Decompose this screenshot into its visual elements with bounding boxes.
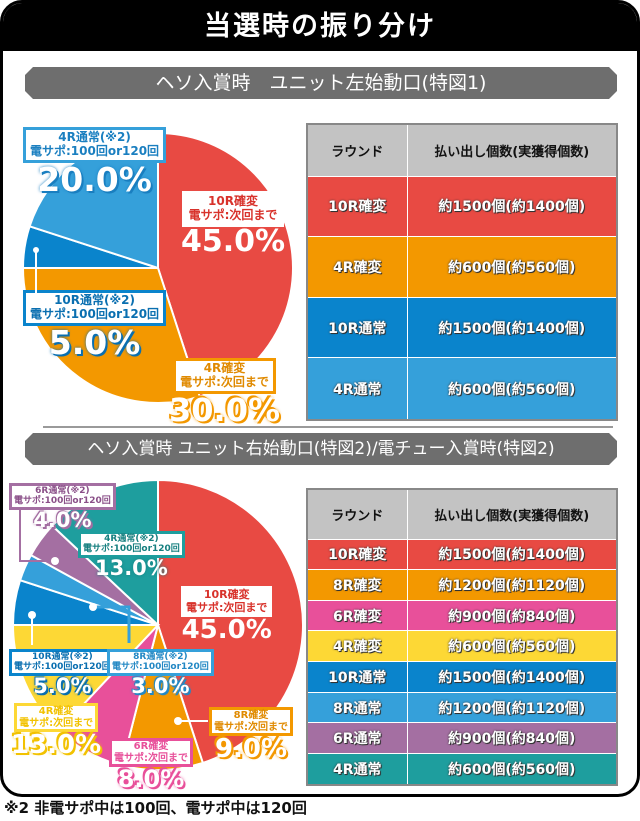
pie2-label-6r-kakuhen: 6R確変 電サポ:次回まで 8.0% [109,738,193,791]
table-row: 4R通常 約600個(約560個) [306,753,618,786]
table-row: 10R通常 約1500個(約1400個) [306,296,618,359]
pie2-label-4r-kakuhen: 4R確変 電サポ:次回まで 13.0% [11,703,101,758]
page-title: 当選時の振り分け [3,3,637,51]
column-header-payout: 払い出し個数(実獲得個数) [406,488,618,540]
section-divider [43,426,613,428]
pie2-label-10r-kakuhen: 10R確変 電サポ:次回まで 45.0% [181,586,273,646]
pie2-leader-lines [19,500,208,725]
table-row: 8R通常 約1200個(約1120個) [306,691,618,724]
section-heading-tokuzu2: ヘソ入賞時 ユニット右始動口(特図2)/電チュー入賞時(特図2) [25,433,617,465]
pie2-label-8r-kakuhen: 8R確変 電サポ:次回まで 9.0% [209,707,293,762]
table-row: 6R通常 約900個(約840個) [306,722,618,755]
footnote: ※2 非電サポ中は100回、電サポ中は120回 [4,799,307,817]
pie1-label-10r-kakuhen: 10R確変 電サポ:次回まで 45.0% [181,191,285,257]
payout-table-tokuzu2: ラウンド 払い出し個数(実獲得個数) 10R確変 約1500個(約1400個) 8R… [306,488,618,786]
table-row: 10R確変 約1500個(約1400個) [306,538,618,571]
table-row: 10R確変 約1500個(約1400個) [306,175,618,238]
section-heading-tokuzu1: ヘソ入賞時 ユニット左始動口(特図1) [25,67,617,99]
table-row: 4R確変 約600個(約560個) [306,236,618,298]
table-row: 10R通常 約1500個(約1400個) [306,661,618,693]
pie1-leader-lines [33,247,39,293]
distribution-panel: 当選時の振り分け ヘソ入賞時 ユニット左始動口(特図1) 4R通常(※2) 電サポ… [0,0,640,797]
table-row: 4R通常 約600個(約560個) [306,357,618,421]
table-row: 4R確変 約600個(約560個) [306,630,618,663]
pie1-label-4r-kakuhen: 4R確変 電サポ:次回まで 30.0% [169,358,280,426]
pie2-label-8r-normal: 8R通常(※2) 電サポ:100回or120回 3.0% [107,649,214,697]
pie2-label-10r-normal: 10R通常(※2) 電サポ:100回or120回 5.0% [9,649,116,697]
pie2-label-6r-normal: 6R通常(※2) 電サポ:100回or120回 4.0% [9,483,116,531]
pie-slice [157,478,303,765]
pie2-label-4r-normal: 4R通常(※2) 電サポ:100回or120回 13.0% [78,531,185,579]
column-header-round: ラウンド [306,123,408,177]
table-row: 8R確変 約1200個(約1120個) [306,569,618,601]
table-row: 6R確変 約900個(約840個) [306,599,618,632]
payout-table-tokuzu1: ラウンド 払い出し個数(実獲得個数) 10R確変 約1500個(約1400個) 4… [306,123,618,421]
pie1-label-10r-normal: 10R通常(※2) 電サポ:100回or120回 5.0% [23,290,167,359]
column-header-payout: 払い出し個数(実獲得個数) [406,123,618,177]
column-header-round: ラウンド [306,488,408,540]
pie1-label-4r-normal: 4R通常(※2) 電サポ:100回or120回 20.0% [23,127,167,196]
